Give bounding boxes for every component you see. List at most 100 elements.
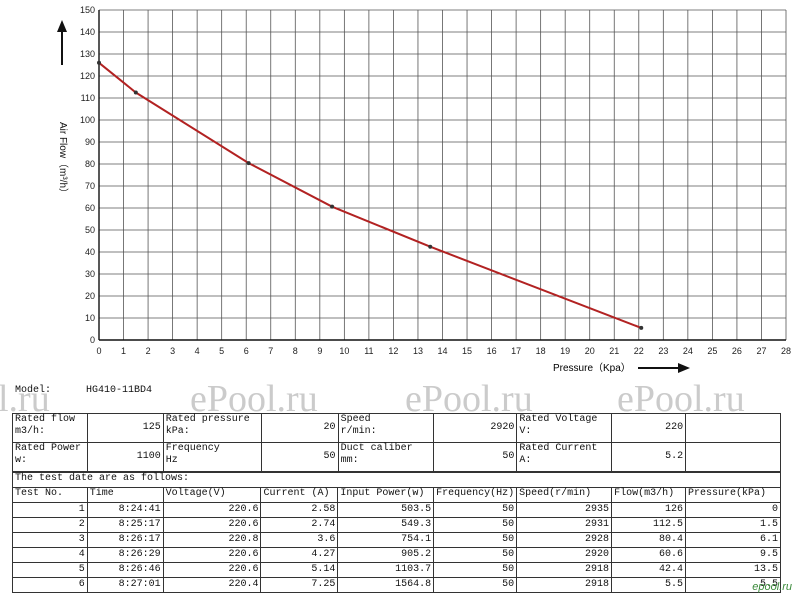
- test-header-cell: Voltage(V): [162, 487, 262, 503]
- table-cell: 220.6: [162, 547, 262, 563]
- table-cell: 13.5: [685, 562, 781, 578]
- table-row: 2 8:25:17 220.6 2.74 549.3 50 2931 112.5 1.5: [12, 517, 781, 533]
- rated-info-row: Rated Power w: 1100 Frequency Hz 50 Duct cal…: [12, 442, 781, 472]
- x-tick-label: 7: [268, 346, 273, 356]
- test-header-cell: Frequency(Hz): [433, 487, 518, 503]
- y-axis-label-wrap: Air Flow（m³/h）: [52, 122, 72, 198]
- x-tick-label: 12: [388, 346, 398, 356]
- data-point: [246, 161, 251, 166]
- rated-info-label: Rated Current A:: [516, 442, 613, 472]
- y-tick-label: 70: [85, 181, 95, 191]
- table-row: 4 8:26:29 220.6 4.27 905.2 50 2920 60.6 9.5: [12, 547, 781, 563]
- rated-info-value: 20: [260, 413, 339, 443]
- series-line: [98, 62, 642, 329]
- table-cell: 754.1: [337, 532, 435, 548]
- table-cell: 2: [12, 517, 88, 533]
- table-cell: 5.5: [685, 577, 781, 593]
- test-intro-row: The test date are as follows:: [12, 472, 781, 488]
- model-row: Model: HG410-11BD4: [12, 383, 781, 413]
- table-cell: 5: [12, 562, 88, 578]
- data-point: [133, 90, 138, 95]
- test-header-cell: Speed(r/min): [516, 487, 613, 503]
- data-point: [97, 60, 101, 65]
- rated-info-label: Frequency Hz: [162, 442, 262, 472]
- x-tick-label: 13: [413, 346, 423, 356]
- x-tick-label: 11: [364, 346, 373, 356]
- table-cell: 50: [433, 547, 518, 563]
- x-tick-label: 26: [732, 346, 742, 356]
- table-cell: 60.6: [611, 547, 687, 563]
- rated-info-value: 2920: [433, 413, 518, 443]
- table-cell: 42.4: [611, 562, 687, 578]
- rated-info-value: 220: [611, 413, 687, 443]
- table-cell: 8:26:46: [86, 562, 164, 578]
- table-cell: 6.1: [685, 532, 781, 548]
- x-tick-label: 9: [317, 346, 322, 356]
- table-cell: 503.5: [337, 502, 435, 518]
- y-tick-label: 100: [80, 115, 95, 125]
- y-tick-labels: 0 10 20 30 40 50 60 70 80 90 100 110 120 130 140 150: [80, 5, 95, 345]
- table-cell: 50: [433, 577, 518, 593]
- y-tick-label: 80: [85, 159, 95, 169]
- rated-info-blank: [685, 413, 781, 443]
- test-data-table: The test date are as follows: Test No. Ti…: [12, 472, 781, 593]
- rated-info-value: 1100: [86, 442, 164, 472]
- table-cell: 220.6: [162, 562, 262, 578]
- rated-info-value: 5.2: [611, 442, 687, 472]
- table-cell: 2918: [516, 577, 613, 593]
- table-cell: 7.25: [260, 577, 339, 593]
- table-cell: 220.6: [162, 517, 262, 533]
- table-cell: 126: [611, 502, 687, 518]
- x-tick-label: 20: [585, 346, 595, 356]
- corner-watermark: epool.ru: [752, 581, 792, 593]
- data-point: [330, 204, 335, 209]
- table-cell: 220.8: [162, 532, 262, 548]
- test-header-cell: Input Power(w): [337, 487, 435, 503]
- x-axis-arrow-head: [678, 363, 690, 373]
- flow-pressure-chart: 0 1 2 3 4 5 6 7 8 9 10 11 12 13 14 15 16 17 18 19 20 21 22 23 24…: [57, 5, 791, 374]
- table-cell: 50: [433, 532, 518, 548]
- y-tick-label: 30: [85, 269, 95, 279]
- x-tick-label: 10: [339, 346, 349, 356]
- y-tick-label: 90: [85, 137, 95, 147]
- y-tick-label: 40: [85, 247, 95, 257]
- table-cell: 9.5: [685, 547, 781, 563]
- x-tick-label: 21: [609, 346, 619, 356]
- y-tick-label: 20: [85, 291, 95, 301]
- x-axis-label: Pressure（Kpa）: [553, 362, 631, 374]
- rated-info-value: 50: [433, 442, 518, 472]
- table-cell: 8:27:01: [86, 577, 164, 593]
- model-value: HG410-11BD4: [86, 385, 153, 396]
- rated-info-label: Rated Power w:: [12, 442, 88, 472]
- x-tick-label: 22: [634, 346, 644, 356]
- table-cell: 6: [12, 577, 88, 593]
- test-header-cell: Flow(m3/h): [611, 487, 687, 503]
- table-cell: 0: [685, 502, 781, 518]
- table-cell: 1.5: [685, 517, 781, 533]
- table-cell: 2.74: [260, 517, 339, 533]
- y-tick-label: 120: [80, 71, 95, 81]
- y-tick-label: 140: [80, 27, 95, 37]
- rated-info-row: Rated flow m3/h: 125 Rated pressure kPa: 20…: [12, 413, 781, 443]
- y-tick-label: 50: [85, 225, 95, 235]
- table-row: 6 8:27:01 220.4 7.25 1564.8 50 2918 5.5 5.5: [12, 577, 781, 593]
- x-tick-label: 0: [96, 346, 101, 356]
- table-cell: 220.6: [162, 502, 262, 518]
- table-cell: 4.27: [260, 547, 339, 563]
- table-cell: 1: [12, 502, 88, 518]
- x-tick-label: 4: [195, 346, 200, 356]
- table-cell: 112.5: [611, 517, 687, 533]
- table-cell: 905.2: [337, 547, 435, 563]
- x-tick-label: 8: [293, 346, 298, 356]
- table-row: 5 8:26:46 220.6 5.14 1103.7 50 2918 42.4 13.5: [12, 562, 781, 578]
- table-cell: 2935: [516, 502, 613, 518]
- y-tick-label: 130: [80, 49, 95, 59]
- series-layer: [97, 60, 644, 330]
- table-cell: 8:26:29: [86, 547, 164, 563]
- rated-info-blank: [685, 442, 781, 472]
- table-cell: 5.5: [611, 577, 687, 593]
- table-cell: 4: [12, 547, 88, 563]
- y-axis-arrow-head: [57, 20, 67, 32]
- rated-info-table: Rated flow m3/h: 125 Rated pressure kPa: 20…: [12, 413, 781, 472]
- table-cell: 2.58: [260, 502, 339, 518]
